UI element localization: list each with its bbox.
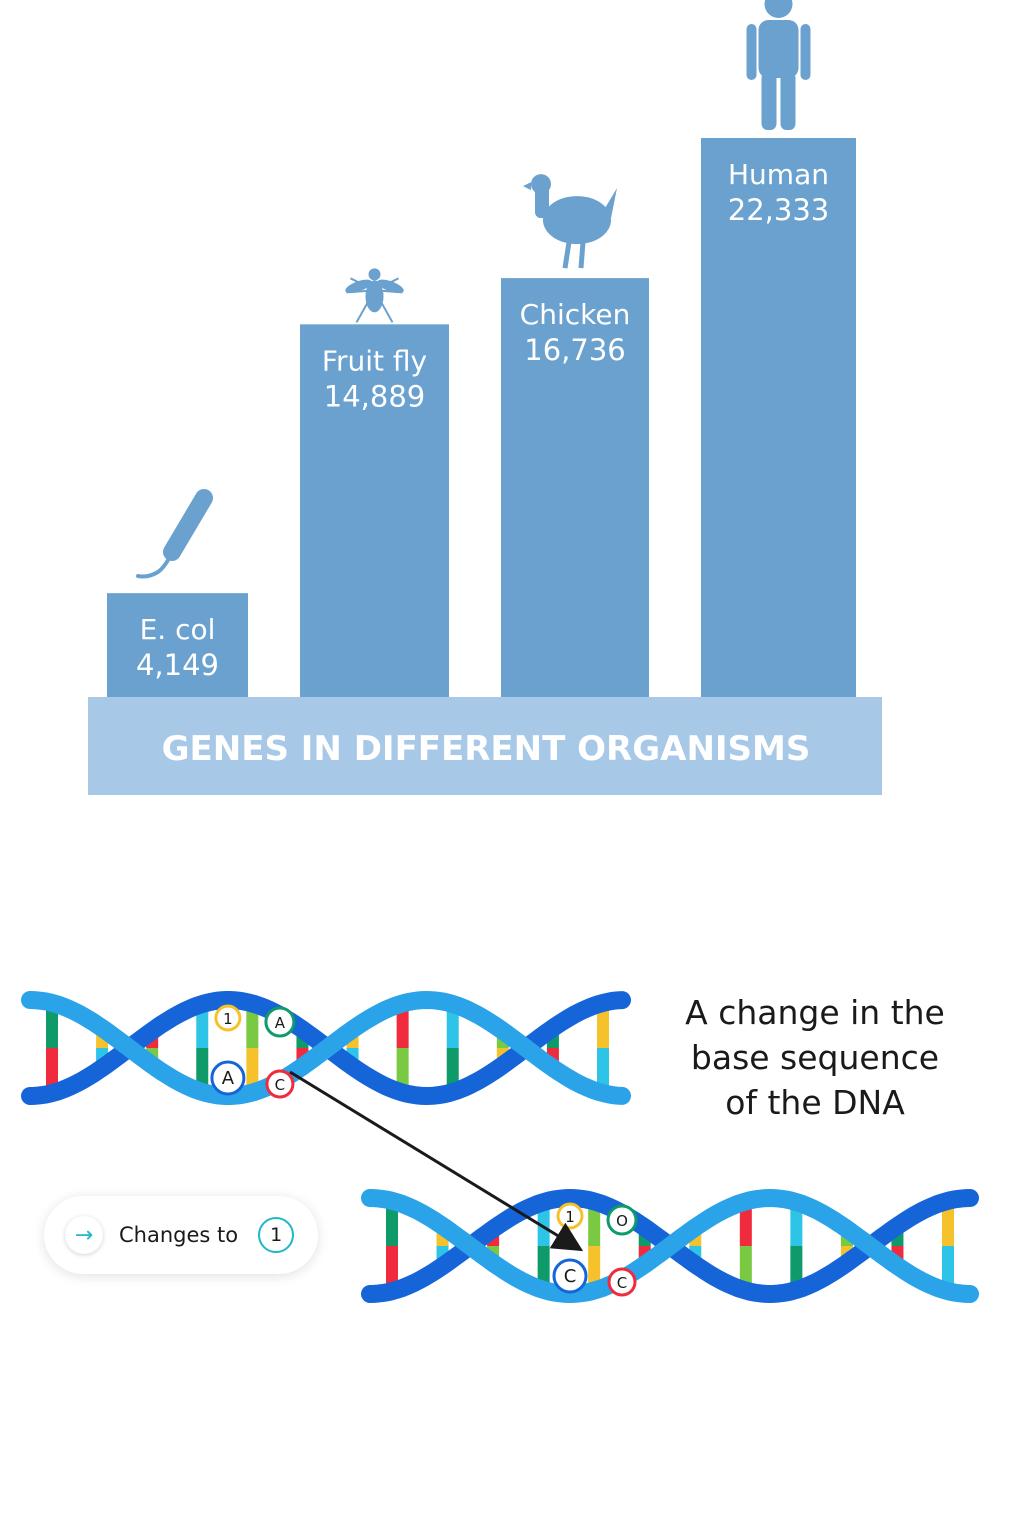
original-base-label-badge <box>214 1004 242 1032</box>
legend-badge: 1 <box>258 1217 295 1253</box>
chicken-icon <box>523 174 617 269</box>
bar-1 <box>300 324 449 697</box>
original-base-pair <box>396 1048 409 1093</box>
mutated-base-pair <box>739 1201 752 1246</box>
human-icon <box>746 0 811 130</box>
caption-line-3: of the DNA <box>725 1083 905 1122</box>
mutation-arrow <box>289 1070 584 1252</box>
mutated-base-label: 1 <box>565 1208 575 1226</box>
original-base-pair <box>597 1048 609 1094</box>
mutated-base-pair <box>588 1246 601 1291</box>
original-base-label: A <box>275 1014 286 1032</box>
mutated-base-label: C <box>564 1266 577 1287</box>
mutated-dna-helix: 1 O C C <box>361 1188 979 1304</box>
bar-0 <box>107 593 248 697</box>
bar-category-label: Human <box>728 158 829 191</box>
original-base-label: C <box>275 1076 285 1094</box>
original-base-label: A <box>222 1068 235 1089</box>
original-dna-helix: 1 A A C <box>21 990 631 1106</box>
fruit-fly-icon <box>345 268 404 323</box>
original-backbone-front <box>21 990 631 1105</box>
mutated-base-pair <box>537 1246 550 1290</box>
original-base-pair <box>46 1048 58 1094</box>
mutated-base-pair <box>386 1200 398 1246</box>
bar-category-label: E. col <box>140 613 216 646</box>
original-base-label: 1 <box>223 1010 233 1028</box>
mutated-backbone-front <box>361 1188 979 1304</box>
chart-title-base <box>88 697 882 795</box>
bar-2 <box>501 278 649 697</box>
bacterium-icon <box>136 489 213 579</box>
mutated-base-label: O <box>616 1212 628 1230</box>
original-base-pair <box>196 1004 209 1048</box>
changes-to-legend: → Changes to 1 <box>44 1196 318 1274</box>
mutated-base-pair <box>942 1200 954 1246</box>
caption-line-2: base sequence <box>690 1038 940 1077</box>
mutated-base-pair <box>386 1246 398 1292</box>
dna-caption: A change in the base sequence of the DNA <box>660 990 970 1125</box>
original-base-label-badge <box>264 1006 296 1038</box>
original-base-pair <box>446 1048 459 1092</box>
mutated-base-pair <box>537 1202 550 1246</box>
mutated-base-pair <box>942 1246 954 1292</box>
mutated-base-label-badge <box>606 1204 638 1236</box>
original-base-label-badge <box>265 1069 295 1099</box>
legend-label: Changes to <box>119 1223 239 1247</box>
bar-category-label: Fruit fly <box>322 344 427 377</box>
bar-category-label: Chicken <box>520 298 631 331</box>
bar-value-label: 14,889 <box>324 379 425 413</box>
original-base-pair <box>46 1002 58 1048</box>
bar-3 <box>701 138 856 697</box>
mutated-base-pair <box>790 1246 803 1290</box>
chart-title: GENES IN DIFFERENT ORGANISMS <box>162 729 811 769</box>
original-base-pair <box>246 1003 259 1048</box>
mutated-base-label-badge <box>552 1258 588 1294</box>
caption-line-1: A change in the <box>685 993 945 1032</box>
bar-value-label: 4,149 <box>136 648 219 682</box>
original-base-pair <box>396 1003 409 1048</box>
original-base-pair <box>597 1002 609 1048</box>
mutated-base-label-badge <box>607 1267 637 1297</box>
original-base-pair <box>446 1004 459 1048</box>
mutated-base-pair <box>739 1246 752 1291</box>
mutated-base-label: C <box>617 1274 627 1292</box>
original-base-pair <box>196 1048 209 1092</box>
original-base-label-badge <box>210 1060 246 1096</box>
original-base-pair <box>246 1048 259 1093</box>
bar-value-label: 22,333 <box>728 193 829 227</box>
bar-value-label: 16,736 <box>524 333 625 367</box>
arrow-right-icon: → <box>65 1216 103 1254</box>
mutated-base-pair <box>790 1202 803 1246</box>
mutated-base-pair <box>588 1201 601 1246</box>
dna-mutation-diagram: 1 A A C 1 O C C <box>21 990 979 1304</box>
